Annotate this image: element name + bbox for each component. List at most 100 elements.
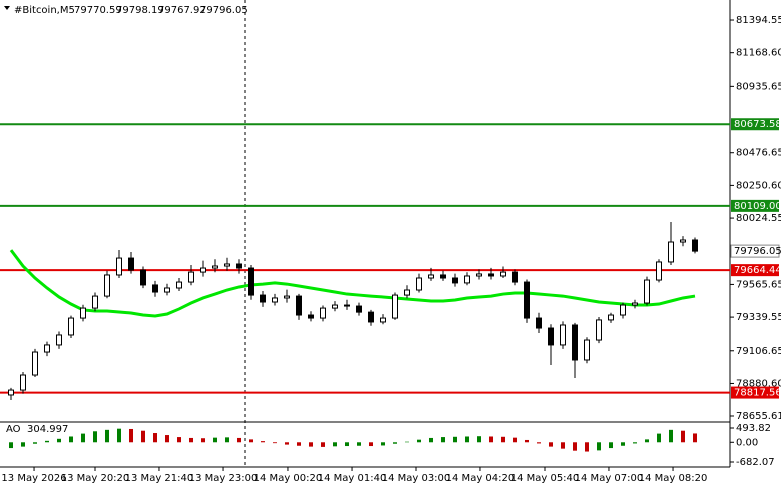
candle-body <box>344 304 350 307</box>
level-label-box <box>731 264 779 277</box>
ao-bar <box>525 439 529 443</box>
candle-body <box>164 287 170 293</box>
ao-bar <box>321 442 325 447</box>
candle-body <box>620 304 626 316</box>
x-tick-label: 14 May 08:20 <box>639 473 708 484</box>
y-tick-label: 80250.60 <box>736 180 781 191</box>
ao-bar <box>105 429 109 443</box>
y-tick-label: 80024.55 <box>736 213 781 224</box>
candle-body <box>596 319 602 341</box>
ao-bar <box>57 438 61 443</box>
candle-body <box>116 257 122 276</box>
candle-body <box>416 277 422 291</box>
x-tick-label: 14 May 00:20 <box>254 473 323 484</box>
ao-bar <box>573 442 577 451</box>
candle-body <box>680 239 686 243</box>
x-tick-label: 13 May 23:00 <box>189 473 258 484</box>
level-label: 80673.58 <box>734 119 781 130</box>
ao-bar <box>69 436 73 443</box>
ao-bar <box>333 442 337 447</box>
y-tick-label: 80476.65 <box>736 148 781 159</box>
candle-body <box>572 324 578 361</box>
ao-bar <box>465 436 469 443</box>
candle-body <box>392 294 398 319</box>
x-tick-label: 13 May 2026 <box>1 473 66 484</box>
candle-body <box>476 273 482 277</box>
ao-name: AO <box>6 424 21 435</box>
candle-body <box>632 302 638 306</box>
ao-bar <box>381 442 385 446</box>
candle-body <box>44 344 50 353</box>
candle-body <box>512 271 518 283</box>
ao-bar <box>453 436 457 443</box>
y-tick-label: 81394.55 <box>736 15 781 26</box>
candle-body <box>368 311 374 323</box>
candle-body <box>260 294 266 303</box>
ao-bar <box>225 437 229 443</box>
candle-body <box>284 295 290 299</box>
ao-bar <box>309 442 313 447</box>
candle-body <box>212 265 218 269</box>
y-tick-label: 79106.65 <box>736 346 781 357</box>
ao-bar <box>273 442 277 444</box>
candle-body <box>560 324 566 346</box>
ao-bar <box>369 442 373 447</box>
y-tick-label: 79339.55 <box>736 312 781 323</box>
ao-bar <box>249 439 253 443</box>
level-label-box <box>731 199 779 212</box>
ao-bar <box>489 436 493 443</box>
candle-body <box>656 261 662 281</box>
candle-body <box>536 317 542 329</box>
candle-body <box>56 334 62 346</box>
header-high: 79798.19 <box>116 5 164 16</box>
candle-body <box>8 389 14 396</box>
x-tick-label: 13 May 21:40 <box>125 473 194 484</box>
candle-body <box>188 271 194 283</box>
candle-body <box>32 351 38 376</box>
candle-body <box>692 239 698 252</box>
candle-body <box>380 317 386 323</box>
y-tick-label: 78655.61 <box>736 411 781 422</box>
ao-bar <box>585 442 589 452</box>
candle-body <box>176 281 182 289</box>
candle-body <box>152 284 158 293</box>
ao-tick-label: 493.82 <box>736 423 771 434</box>
candle-body <box>320 307 326 319</box>
ao-bar <box>537 442 541 444</box>
y-tick-label: 79565.65 <box>736 279 781 290</box>
ao-bar <box>165 435 169 443</box>
ao-bar <box>33 442 37 444</box>
level-label: 79664.44 <box>734 265 781 276</box>
ao-bar <box>417 439 421 443</box>
symbol: #Bitcoin,M5 <box>14 5 75 16</box>
candle-body <box>248 267 254 296</box>
candle-body <box>428 274 434 279</box>
ao-bar <box>237 437 241 443</box>
candle-body <box>92 295 98 309</box>
level-label: 80109.00 <box>734 201 781 212</box>
ao-bar <box>441 437 445 443</box>
candle-body <box>404 289 410 296</box>
ao-bar <box>45 440 49 443</box>
candle-body <box>200 267 206 273</box>
ao-bar <box>357 442 361 446</box>
ao-bar <box>117 428 121 443</box>
x-tick-label: 14 May 07:00 <box>575 473 644 484</box>
ao-bar <box>693 433 697 443</box>
candle-body <box>452 277 458 284</box>
x-tick-label: 14 May 04:20 <box>446 473 515 484</box>
ao-bar <box>657 433 661 443</box>
ao-bar <box>621 442 625 446</box>
candle-body <box>224 263 230 267</box>
ao-bar <box>81 433 85 443</box>
ao-bar <box>153 433 157 443</box>
ao-bar <box>177 437 181 443</box>
ao-bar <box>681 430 685 443</box>
header-open: 79770.59 <box>74 5 122 16</box>
header-low: 79767.92 <box>158 5 206 16</box>
x-tick-label: 14 May 05:40 <box>511 473 580 484</box>
ao-bar <box>429 437 433 443</box>
candle-body <box>332 304 338 309</box>
